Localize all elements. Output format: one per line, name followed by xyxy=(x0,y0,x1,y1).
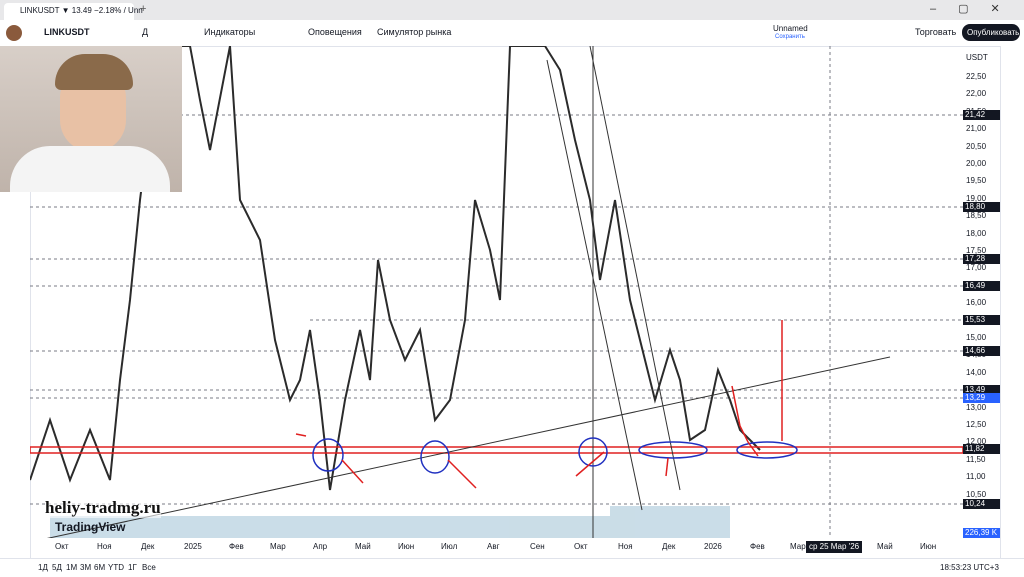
range-button[interactable]: 5Д xyxy=(52,563,62,572)
level-lines xyxy=(30,46,963,538)
price-tick: 11,00 xyxy=(966,472,986,482)
price-marker: 16,49 xyxy=(963,281,1000,291)
time-label: Июл xyxy=(441,542,458,551)
avatar[interactable] xyxy=(6,25,22,41)
range-button[interactable]: 6М xyxy=(94,563,106,572)
watermark-site: heliy-tradmg.ru xyxy=(45,498,161,518)
time-label: Фев xyxy=(229,542,244,551)
price-marker: 226,39 K xyxy=(963,528,1000,538)
price-tick: 21,00 xyxy=(966,124,987,134)
volume xyxy=(50,506,730,538)
price-tick: 22,00 xyxy=(966,89,987,99)
price-tick: 11,50 xyxy=(966,454,986,464)
interval[interactable]: Д xyxy=(142,27,149,37)
window-controls[interactable]: –▢✕ xyxy=(930,3,1022,15)
symbol[interactable]: LINKUSDT xyxy=(44,27,90,37)
footer xyxy=(0,558,1024,577)
range-button[interactable]: Все xyxy=(142,563,156,572)
time-label: Дек xyxy=(141,542,155,551)
price-tick: 12,00 xyxy=(966,437,987,447)
trade-button[interactable]: Торговать xyxy=(915,27,957,37)
price-tick: 18,50 xyxy=(966,211,987,221)
time-label: Май xyxy=(355,542,371,551)
new-tab[interactable]: + xyxy=(140,3,147,15)
price-marker: 13,29 xyxy=(963,393,1000,403)
price-tick: 22,50 xyxy=(966,72,987,81)
clock: 18:53:23 UTC+3 xyxy=(940,563,999,572)
tab-title: LINKUSDT ▼ 13.49 −2.18% / Unn xyxy=(20,6,143,15)
range-button[interactable]: 1М xyxy=(66,563,78,572)
price-marker: 18,80 xyxy=(963,202,1000,212)
time-label: Ноя xyxy=(618,542,633,551)
price-tick: 20,00 xyxy=(966,159,987,168)
price-tick: 15,00 xyxy=(966,333,987,342)
tab[interactable] xyxy=(4,3,134,20)
range-button[interactable]: 1Д xyxy=(38,563,48,572)
price-tick: 12,50 xyxy=(966,420,987,429)
layout-status: Сохранить xyxy=(775,34,805,40)
time-label: Мар xyxy=(790,542,806,551)
time-label: Сен xyxy=(530,542,545,551)
time-label: Июн xyxy=(398,542,415,551)
circles xyxy=(312,437,798,474)
price-tick: 13,00 xyxy=(966,402,987,412)
price-tick: 19,50 xyxy=(966,176,987,186)
time-label: 2025 xyxy=(184,542,202,551)
time-label: Май xyxy=(877,542,893,551)
range-button[interactable]: 3М xyxy=(80,563,92,572)
price-tick: 18,00 xyxy=(966,228,987,238)
replay[interactable]: Симулятор рынка xyxy=(377,27,452,37)
time-label: Мар xyxy=(270,542,286,551)
time-label: Окт xyxy=(55,542,69,551)
time-label: Фев xyxy=(750,542,765,551)
time-cursor: ср 25 Мар '26 xyxy=(806,541,863,553)
indicators[interactable]: Индикаторы xyxy=(204,27,256,37)
publish-label: Опубликовать xyxy=(967,28,1020,37)
range-button[interactable]: 1Г xyxy=(128,563,137,572)
price-tick: 19,00 xyxy=(966,193,987,203)
price-marker: 21,42 xyxy=(963,110,1000,120)
time-label: 2026 xyxy=(704,542,722,551)
price-marker: 13,49 xyxy=(963,385,1000,395)
support-zone xyxy=(30,446,963,454)
price-marker: 14,66 xyxy=(963,346,1000,356)
time-label: Июн xyxy=(920,542,937,551)
time-label: Апр xyxy=(313,542,328,551)
price-marker: 15,53 xyxy=(963,315,1000,325)
time-label: Ноя xyxy=(97,542,112,551)
price-tick: 10,50 xyxy=(966,489,987,499)
price-tick: 16,00 xyxy=(966,298,987,308)
watermark-brand: TradingView xyxy=(55,520,126,534)
shirt xyxy=(10,146,170,192)
price-tick: 20,50 xyxy=(966,141,987,151)
price-marker: 17,28 xyxy=(963,254,1000,264)
time-label: Окт xyxy=(574,542,588,551)
price-tick: 14,00 xyxy=(966,367,987,377)
price-tick: 17,50 xyxy=(966,246,987,255)
time-label: Авг xyxy=(487,542,500,551)
price-marker: 11,82 xyxy=(963,444,1000,454)
tab-bar: LINKUSDT ▼ 13.49 −2.18% / Unn + –▢✕ xyxy=(0,0,1024,20)
hair xyxy=(55,54,133,90)
right-sidebar xyxy=(1000,46,1024,558)
alerts[interactable]: Оповещения xyxy=(308,27,362,37)
time-label: Дек xyxy=(662,542,676,551)
webcam xyxy=(0,46,182,192)
publish-button[interactable] xyxy=(962,24,1020,41)
arrows xyxy=(295,320,783,489)
trend-lines xyxy=(46,46,891,538)
currency: USDT xyxy=(966,53,988,62)
top-toolbar xyxy=(0,20,1024,47)
price-tick: 17,00 xyxy=(966,263,987,273)
price-marker: 10,24 xyxy=(963,499,1000,509)
range-button[interactable]: YTD xyxy=(108,563,124,572)
layout-name[interactable]: Unnamed xyxy=(773,24,808,33)
